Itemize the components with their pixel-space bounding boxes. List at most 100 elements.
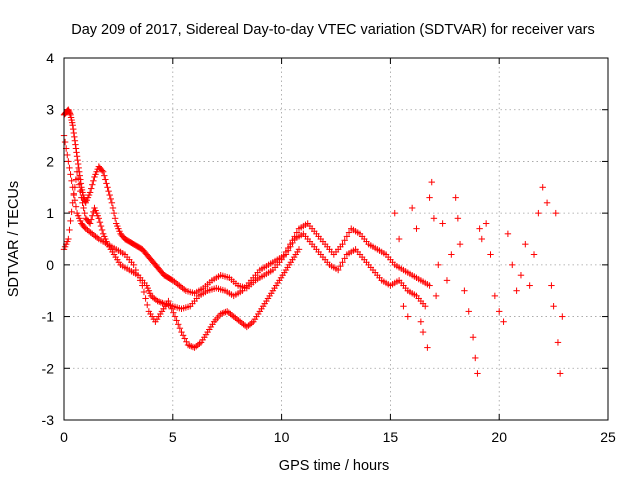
axis-ticks [63,57,609,421]
data-point [69,122,76,129]
data-point [478,235,485,243]
data-point [136,277,144,284]
data-point [217,310,224,318]
data-point [90,177,97,185]
data-point [186,342,193,349]
data-point [70,129,77,137]
data-point [476,225,483,232]
data-point [550,303,557,310]
data-point [71,137,79,144]
y-tick-label: 0 [46,257,54,273]
data-point [73,168,81,175]
data-point [289,239,296,247]
data-point [67,171,74,178]
y-tick-label: -3 [42,412,55,428]
data-point [345,229,353,236]
data-point [72,145,80,152]
data-point [72,141,79,148]
data-point [166,301,174,309]
data-point [170,309,177,316]
data-point [86,220,94,227]
data-point [183,338,190,345]
data-point [104,184,111,191]
data-point [82,225,89,232]
data-point [178,328,185,336]
data-point [339,240,346,248]
data-point [65,158,72,165]
data-point [448,251,455,258]
data-point [75,164,82,172]
y-tick-label: -1 [42,309,55,325]
data-point [456,240,464,248]
data-point [95,215,103,222]
data-point [74,160,82,168]
data-point [89,230,96,238]
data-point [66,226,73,234]
data-point [61,138,69,146]
y-tick-label: 1 [46,205,54,221]
data-point [334,266,342,274]
data-point [174,281,181,288]
data-point [474,370,481,377]
y-tick-label: 3 [46,102,54,118]
data-point [89,181,96,188]
data-point [554,339,562,346]
data-point [219,310,226,317]
data-point [81,209,88,217]
data-point [92,233,99,240]
data-point [168,305,175,313]
data-point [107,195,114,203]
data-point [74,156,81,164]
x-tick-label: 15 [383,429,399,445]
data-point [287,243,294,250]
data-point [482,220,490,227]
data-point [230,313,237,320]
data-point [461,287,468,294]
data-point [246,321,254,328]
x-tick-label: 10 [274,429,290,445]
data-point [487,251,494,258]
tick-labels: 0 5 10 15 20 25 -3 -2 -1 0 1 2 3 4 [42,50,616,445]
data-point [469,334,477,341]
data-point [443,277,451,284]
data-point [102,176,109,183]
data-point [496,308,503,315]
data-point [245,322,252,329]
data-point [284,247,292,254]
data-point [93,234,101,241]
data-point [400,303,407,310]
data-point [66,164,73,172]
data-point [149,293,156,301]
data-point [152,296,160,303]
data-point [522,240,529,248]
data-point [173,317,180,324]
data-point [435,261,442,269]
data-point [238,319,246,327]
data-point [227,310,234,318]
data-point [66,110,74,117]
data-point [171,278,178,285]
grid [64,58,608,420]
data-point [70,190,77,197]
data-point [181,335,188,342]
data-point [426,194,433,201]
data-point [295,246,303,253]
data-point [76,181,83,188]
data-point [109,204,117,212]
data-point [67,217,74,225]
data-point [142,295,149,302]
data-point [165,297,172,305]
data-point [430,215,438,222]
data-point [171,313,179,320]
data-point [465,308,472,315]
data-point [517,272,525,279]
data-point [530,251,538,258]
data-point [233,315,241,323]
chart-title: Day 209 of 2017, Sidereal Day-to-day VTE… [71,22,595,38]
data-point [88,216,95,223]
x-tick-label: 5 [169,429,177,445]
data-point [89,212,96,219]
data-point [73,149,80,156]
data-point [548,282,555,289]
